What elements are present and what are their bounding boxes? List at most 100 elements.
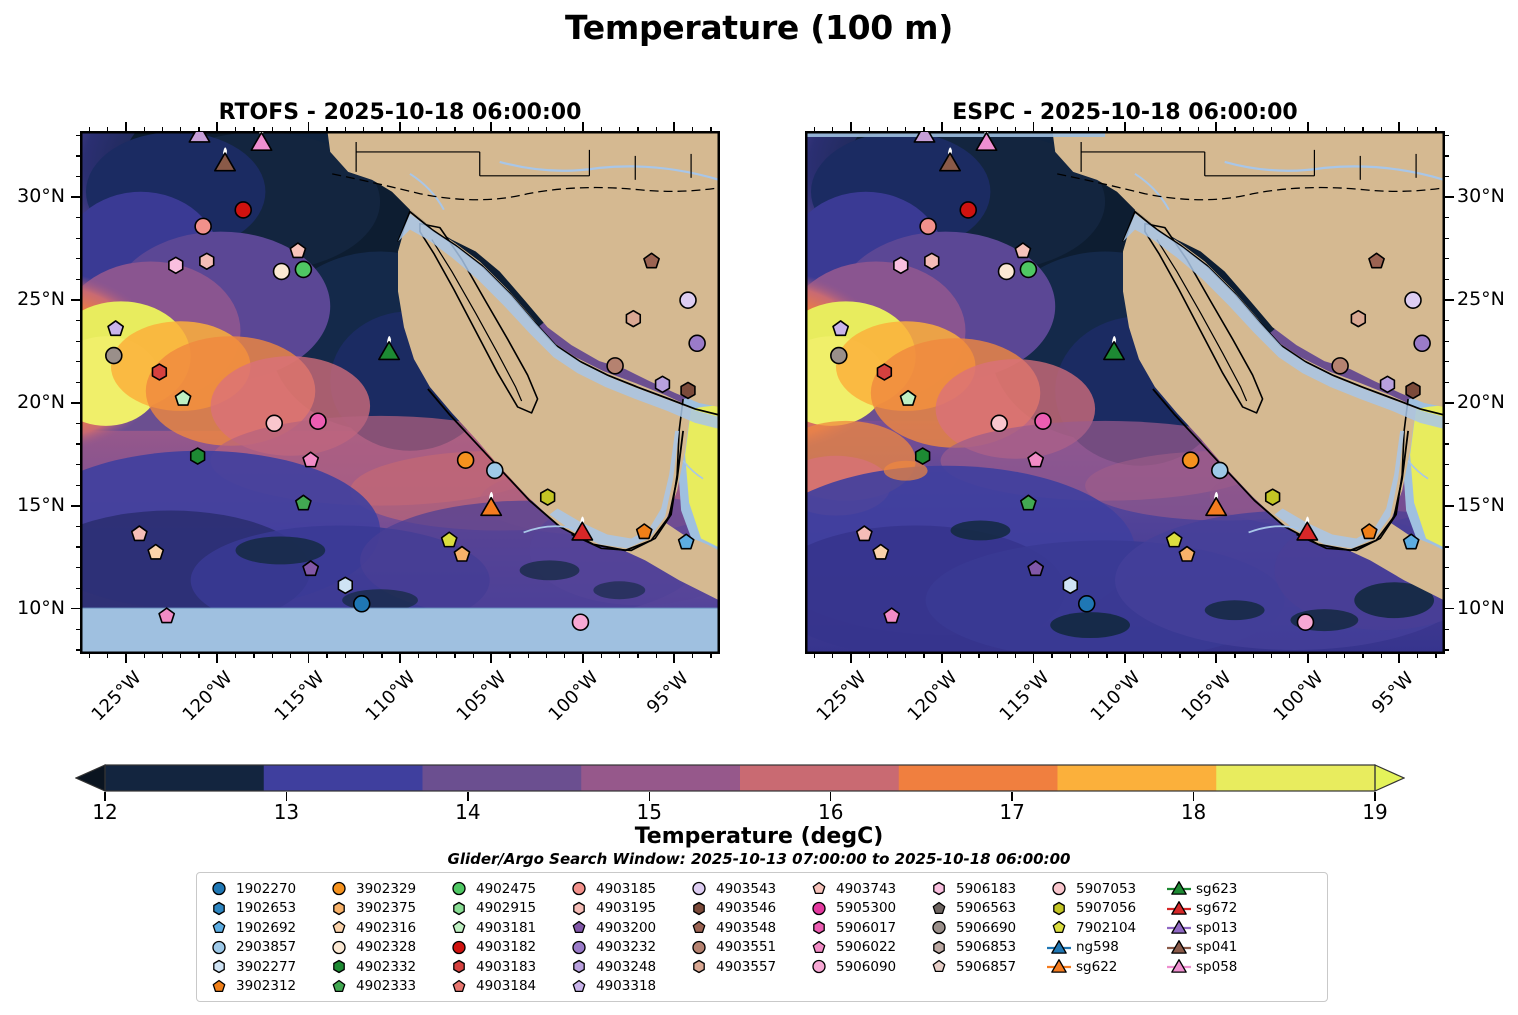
legend-entry[interactable]: sg623 [1165, 879, 1261, 899]
legend-entry[interactable]: 1902653 [205, 899, 323, 919]
legend-column: 4903743 5905300 5906017 5906022 5906090 [805, 879, 923, 977]
legend-entry[interactable]: 3902277 [205, 957, 323, 977]
legend-entry[interactable]: 4903248 [565, 957, 683, 977]
x-tick-top [581, 122, 584, 131]
legend-entry[interactable]: 5907053 [1045, 879, 1163, 899]
legend-entry[interactable]: 5906022 [805, 938, 923, 958]
legend-entry[interactable]: sp058 [1165, 957, 1261, 977]
legend-entry[interactable]: ng598 [1045, 938, 1163, 958]
map-marker [654, 375, 671, 394]
legend-marker-hexagon-icon [565, 899, 593, 918]
x-tick-minor [564, 127, 566, 131]
x-tick-minor [886, 127, 889, 131]
x-tick-minor [923, 127, 925, 131]
legend-entry[interactable]: 1902270 [205, 879, 323, 899]
legend-entry[interactable]: 7902104 [1045, 918, 1163, 938]
legend-entry[interactable]: 5905300 [805, 899, 923, 919]
legend-marker-triangle-icon [1165, 957, 1193, 976]
legend-entry[interactable]: 4903546 [685, 899, 803, 919]
legend-entry[interactable]: sp013 [1165, 918, 1261, 938]
legend-label: 3902329 [356, 880, 417, 897]
legend-label: ng598 [1076, 939, 1119, 956]
map-panel-espc[interactable] [805, 131, 1445, 654]
x-tick-top [1306, 122, 1309, 131]
search-window-caption: Glider/Argo Search Window: 2025-10-13 07… [447, 850, 1071, 868]
legend-entry[interactable]: 5907056 [1045, 899, 1163, 919]
legend-marker-triangle-icon [1165, 899, 1193, 918]
x-tick-minor [88, 127, 90, 131]
x-tick-minor [527, 127, 529, 131]
x-tick-minor [417, 127, 420, 131]
legend-entry[interactable]: 4903182 [445, 938, 563, 958]
legend-label: 4903248 [596, 958, 657, 975]
legend-entry[interactable]: 3902329 [325, 879, 443, 899]
map-marker [168, 256, 184, 275]
x-tick-minor [106, 654, 109, 658]
x-tick-minor [1435, 654, 1437, 658]
legend-entry[interactable]: 4903181 [445, 918, 563, 938]
legend-entry[interactable]: 5906090 [805, 957, 923, 977]
x-tick-minor [234, 127, 237, 131]
legend-label: 5906183 [956, 880, 1017, 897]
legend-entry[interactable]: 4903557 [685, 957, 803, 977]
legend-entry[interactable]: 4903743 [805, 879, 923, 899]
x-tick-minor [1270, 127, 1273, 131]
colorbar-tick-label: 19 [1362, 800, 1388, 824]
legend-entry[interactable]: 3902375 [325, 899, 443, 919]
legend-marker-pentagon-icon [925, 899, 953, 918]
legend-entry[interactable]: 4902328 [325, 938, 443, 958]
legend-marker-hexagon-icon [1045, 899, 1073, 918]
legend-entry[interactable]: 3902312 [205, 977, 323, 997]
legend-label: 1902653 [236, 900, 297, 917]
legend-entry[interactable]: 5906857 [925, 957, 1043, 977]
legend-label: sg672 [1196, 900, 1238, 917]
legend-entry[interactable]: 2903857 [205, 938, 323, 958]
legend-entry[interactable]: 4903183 [445, 957, 563, 977]
map-marker [480, 496, 503, 517]
platform-legend[interactable]: 1902270 1902653 1902692 2903857 3902277 39023… [196, 872, 1328, 1002]
legend-entry[interactable]: 5906853 [925, 938, 1043, 958]
x-tick-minor [1106, 127, 1108, 131]
legend-entry[interactable]: 4903200 [565, 918, 683, 938]
legend-entry[interactable]: 4902333 [325, 977, 443, 997]
map-marker [265, 414, 283, 433]
legend-marker-triangle-icon [1165, 918, 1193, 937]
legend-entry[interactable]: 4903548 [685, 918, 803, 938]
x-tick-minor [161, 654, 164, 658]
legend-entry[interactable]: 4902475 [445, 879, 563, 899]
x-tick-espc [1215, 654, 1218, 663]
map-panel-rtofs[interactable] [80, 131, 720, 654]
legend-entry[interactable]: sg672 [1165, 899, 1261, 919]
x-tick-minor [1362, 127, 1364, 131]
legend-marker-hexagon-icon [325, 957, 353, 976]
legend-entry[interactable]: 4903184 [445, 977, 563, 997]
legend-entry[interactable]: sg622 [1045, 957, 1163, 977]
y-tick-espc [1445, 607, 1454, 610]
colorbar-gradient [75, 764, 1405, 792]
x-tick-minor [362, 654, 365, 658]
map-marker [679, 291, 697, 309]
map-marker [189, 447, 206, 465]
map-marker [1027, 451, 1045, 468]
legend-entry[interactable]: 4903318 [565, 977, 683, 997]
legend-entry[interactable]: 5906690 [925, 918, 1043, 938]
legend-entry[interactable]: 1902692 [205, 918, 323, 938]
legend-label: 4903543 [716, 880, 777, 897]
legend-entry[interactable]: 4903543 [685, 879, 803, 899]
x-tick-minor [1106, 654, 1108, 658]
legend-entry[interactable]: 4903195 [565, 899, 683, 919]
legend-entry[interactable]: 5906563 [925, 899, 1043, 919]
map-marker [1402, 533, 1420, 550]
legend-entry[interactable]: 4903185 [565, 879, 683, 899]
legend-entry[interactable]: sp041 [1165, 938, 1261, 958]
legend-entry[interactable]: 4903232 [565, 938, 683, 958]
legend-entry[interactable]: 5906017 [805, 918, 923, 938]
x-axis-label: 120°W [903, 667, 962, 726]
legend-entry[interactable]: 4902915 [445, 899, 563, 919]
legend-entry[interactable]: 4902316 [325, 918, 443, 938]
y-axis-label: 30°N [1457, 184, 1505, 207]
legend-entry[interactable]: 4903551 [685, 938, 803, 958]
legend-entry[interactable]: 5906183 [925, 879, 1043, 899]
legend-label: 5906690 [956, 919, 1017, 936]
legend-entry[interactable]: 4902332 [325, 957, 443, 977]
